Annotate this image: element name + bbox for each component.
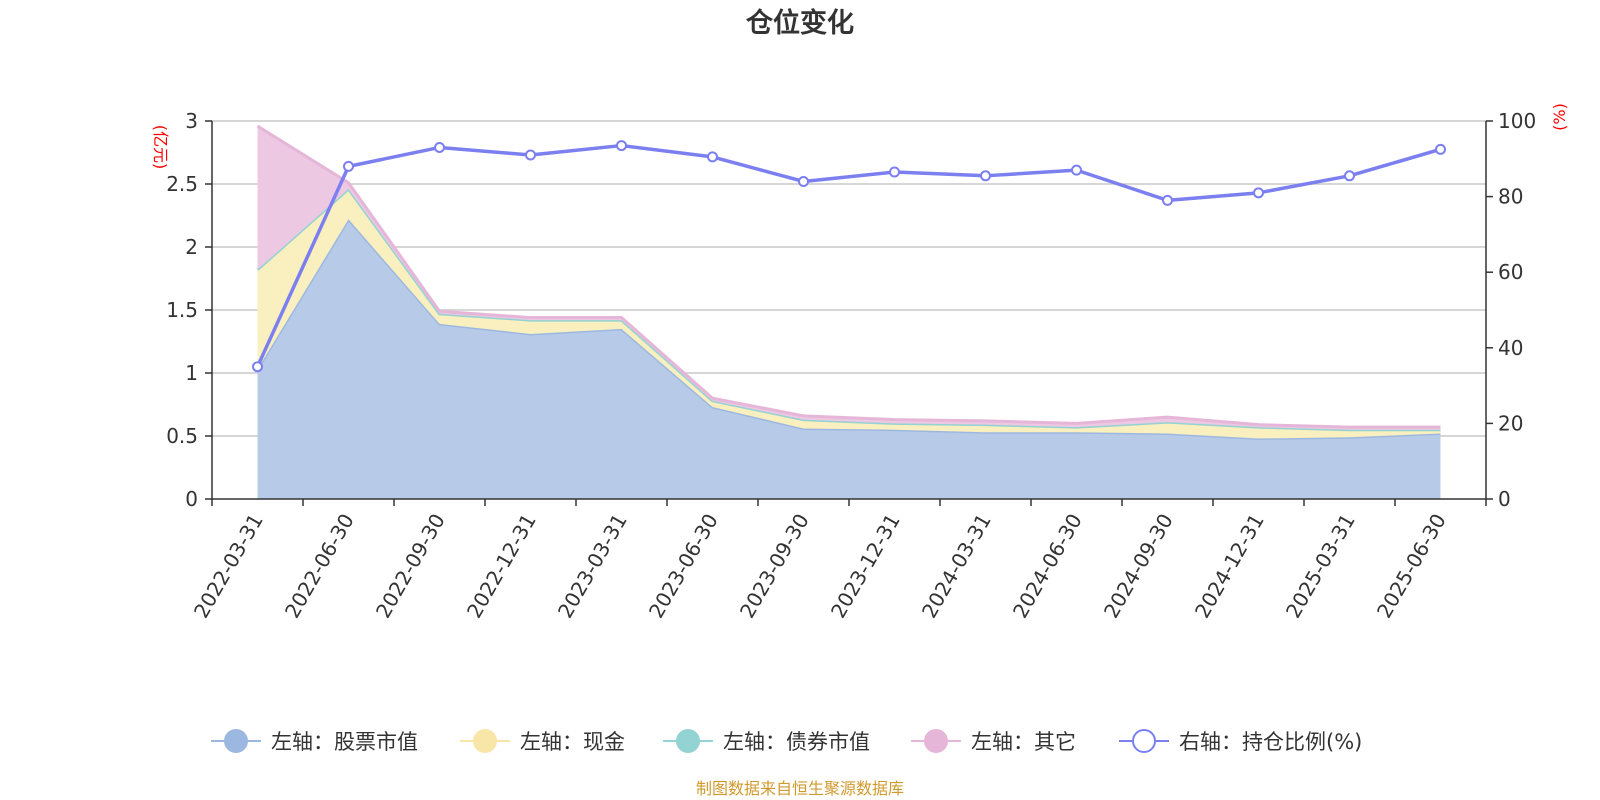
x-tick-label: 2022-09-30 [371,510,450,623]
x-tick-label: 2022-03-31 [189,510,268,623]
x-tick-label: 2022-12-31 [462,510,541,623]
holding-ratio-point [525,149,536,161]
stacked-areas [256,124,1441,499]
x-tick-label: 2024-06-30 [1008,510,1087,623]
y-left-tick-label: 2.5 [166,172,198,196]
holding-ratio-point [1435,143,1446,155]
y-right-tick-label: 20 [1498,411,1523,435]
holding-ratio-point [616,140,627,152]
holding-ratio-point [798,175,809,187]
legend: 左轴：股票市值 左轴：现金 左轴：债券市值 左轴：其它 右轴：持仓比例(%) [211,729,1362,754]
holding-ratio-point [1344,170,1355,182]
holding-ratio-point [252,361,263,373]
legend-label: 左轴：其它 [971,730,1076,754]
y-left-tick-label: 2 [185,235,198,259]
legend-marker-icon [473,729,497,753]
x-tick-label: 2022-06-30 [280,510,359,623]
area-edge-series-3 [256,124,1441,429]
x-tick-label: 2023-09-30 [735,510,814,623]
x-tick-label: 2025-06-30 [1372,510,1451,623]
holding-ratio-point [980,170,991,182]
legend-item-2: 左轴：债券市值 [663,729,870,754]
legend-marker-icon [1132,729,1156,753]
holding-ratio-point [1071,164,1082,176]
x-tick-label: 2024-09-30 [1099,510,1178,623]
y-right-tick-label: 0 [1498,487,1511,511]
x-tick-label: 2023-12-31 [826,510,905,623]
legend-label: 左轴：股票市值 [271,730,418,754]
x-tick-label: 2024-12-31 [1190,510,1269,623]
y-left-tick-label: 0 [185,487,198,511]
x-tick-label: 2023-06-30 [644,510,723,623]
legend-marker-icon [924,729,948,753]
holding-ratio-point [1162,194,1173,206]
left-axis-unit: (亿元) [151,125,170,170]
holding-ratio-point [1253,187,1264,199]
chart-title: 仓位变化 [745,7,854,39]
right-axis-unit: (%) [1550,103,1569,131]
x-tick-label: 2025-03-31 [1281,510,1360,623]
y-right-tick-label: 40 [1498,336,1523,360]
holding-ratio-line [252,140,1446,373]
y-right-tick-label: 80 [1498,185,1523,209]
y-right-tick-label: 100 [1498,109,1536,133]
holding-ratio-point [889,166,900,178]
legend-item-0: 左轴：股票市值 [211,729,418,754]
x-tick-label: 2024-03-31 [917,510,996,623]
area-series-0 [257,219,1441,499]
holding-ratio-point [707,151,718,163]
y-left-tick-label: 0.5 [166,424,198,448]
x-tick-label: 2023-03-31 [553,510,632,623]
y-left-tick-label: 3 [185,109,198,133]
legend-item-1: 左轴：现金 [460,729,625,754]
y-right-tick-label: 60 [1498,260,1523,284]
legend-label: 左轴：债券市值 [723,730,870,754]
legend-label: 右轴：持仓比例(%) [1179,730,1362,754]
legend-item-4: 右轴：持仓比例(%) [1119,729,1362,754]
y-left-tick-label: 1.5 [166,298,198,322]
legend-marker-icon [224,729,248,753]
holding-ratio-point [434,141,445,153]
holding-ratio-path [255,143,1441,368]
y-left-tick-label: 1 [185,361,198,385]
legend-item-3: 左轴：其它 [911,729,1076,754]
legend-label: 左轴：现金 [520,730,625,754]
legend-marker-icon [676,729,700,753]
holding-ratio-point [343,160,354,172]
data-source-note: 制图数据来自恒生聚源数据库 [696,779,904,798]
